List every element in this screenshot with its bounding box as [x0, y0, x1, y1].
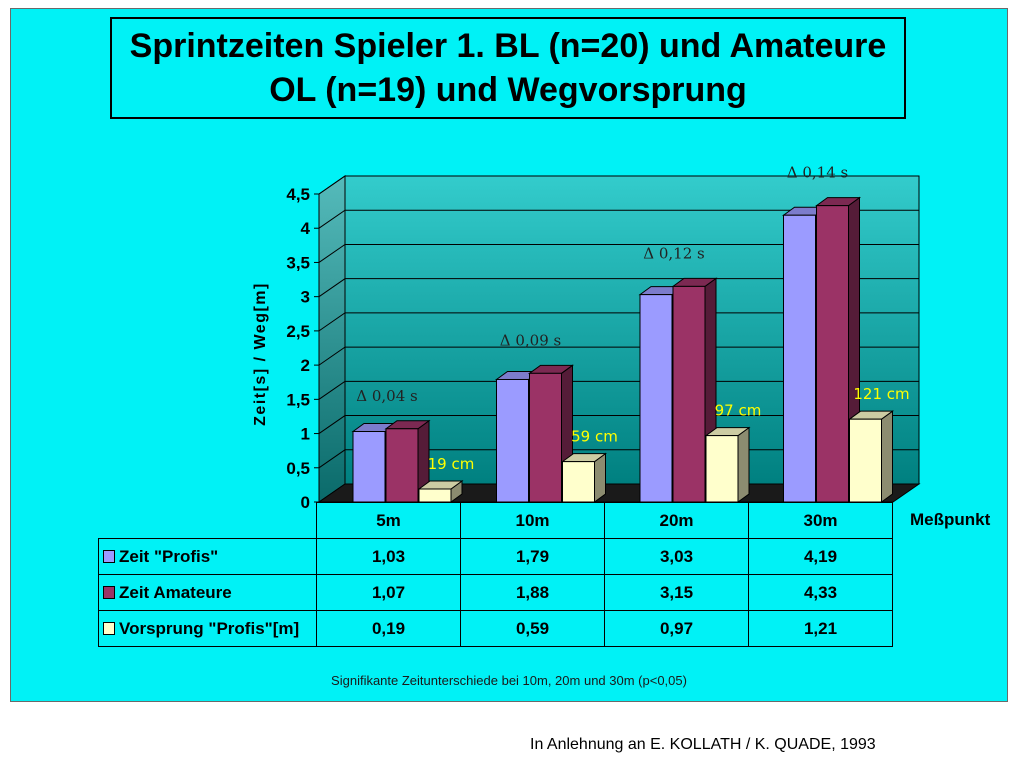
table-row-profis: Zeit "Profis" 1,03 1,79 3,03 4,19: [98, 538, 893, 575]
table-header-20m: 20m: [604, 502, 749, 539]
lead-label: 59 cm: [571, 428, 618, 446]
legend-swatch-vorsprung: [103, 621, 115, 635]
side-wall: [318, 175, 346, 503]
table-cell: 4,19: [748, 538, 893, 575]
table-cell: 0,59: [460, 610, 605, 647]
y-tick-label: 3,5: [286, 253, 310, 272]
bar-chart: 0 0,5 1 1,5 2 2,5 3 3,5 4 4,5 Zeit[s] / Weg[m] Δ 0,…: [252, 164, 921, 512]
source-citation: In Anlehnung an E. KOLLATH / K. QUADE, 1…: [530, 736, 876, 753]
data-table: 5m 10m 20m 30m Zeit "Profis" 1,03 1,79 3…: [98, 502, 893, 647]
table-header-30m: 30m: [748, 502, 893, 539]
y-tick-label: 1: [301, 425, 310, 444]
bar: [816, 205, 849, 503]
gridline: [318, 312, 919, 332]
bar: [562, 461, 595, 503]
table-row-amateure: Zeit Amateure 1,07 1,88 3,15 4,33: [98, 574, 893, 611]
gridline: [318, 346, 919, 366]
table-cell: 1,88: [460, 574, 605, 611]
bar-side: [881, 410, 893, 503]
y-tick-label: 0: [301, 493, 310, 512]
table-cell: 4,33: [748, 574, 893, 611]
table-corner-cell: [99, 503, 317, 539]
y-tick-label: 1,5: [286, 390, 310, 409]
y-tick-label: 4,5: [286, 185, 310, 204]
legend-entry-vorsprung: Vorsprung "Profis"[m]: [98, 610, 317, 647]
table-cell: 1,79: [460, 538, 605, 575]
table-cell: 3,03: [604, 538, 749, 575]
bar: [496, 378, 529, 503]
y-tick-label: 4: [301, 219, 311, 238]
table-cell: 1,21: [748, 610, 893, 647]
bar-side: [737, 426, 750, 503]
gridline: [318, 415, 919, 434]
chart-panel: Sprintzeiten Spieler 1. BL (n=20) und Am…: [10, 8, 1008, 702]
bar: [639, 294, 673, 503]
gridline: [318, 380, 919, 400]
lead-label: 19 cm: [428, 455, 475, 473]
chart-title-line-1: Sprintzeiten Spieler 1. BL (n=20) und Am…: [129, 27, 887, 65]
delta-label: Δ 0,14 s: [787, 164, 848, 182]
bar: [385, 428, 419, 503]
legend-swatch-amateure: [103, 585, 115, 599]
table-header-10m: 10m: [460, 502, 605, 539]
y-tick-label: 0,5: [286, 459, 310, 478]
footnote: Signifikante Zeitunterschiede bei 10m, 2…: [331, 673, 687, 688]
table-row-vorsprung: Vorsprung "Profis"[m] 0,19 0,59 0,97 1,2…: [98, 610, 893, 647]
y-tick-label: 2: [301, 356, 310, 375]
delta-label: Δ 0,12 s: [643, 244, 704, 262]
legend-label-profis: Zeit "Profis": [119, 546, 219, 566]
x-axis-title: Meßpunkt: [910, 510, 991, 529]
legend-label-amateure: Zeit Amateure: [119, 582, 232, 602]
delta-label: Δ 0,04 s: [356, 387, 417, 405]
chart-title-line-2: OL (n=19) und Wegvorsprung: [269, 71, 747, 109]
y-tick-label: 3: [301, 288, 310, 307]
table-cell: 1,07: [316, 574, 461, 611]
table-cell: 1,03: [316, 538, 461, 575]
bar: [672, 285, 706, 503]
bar: [783, 214, 816, 503]
legend-entry-profis: Zeit "Profis": [98, 538, 317, 575]
bar: [418, 488, 452, 503]
lead-label: 121 cm: [853, 385, 909, 403]
gridline: [318, 243, 919, 263]
table-header-5m: 5m: [316, 502, 461, 539]
bar: [352, 431, 386, 503]
bar: [529, 372, 562, 503]
legend-label-vorsprung: Vorsprung "Profis"[m]: [119, 618, 300, 638]
delta-label: Δ 0,09 s: [500, 331, 561, 349]
bar: [705, 435, 739, 503]
gridline: [318, 278, 919, 298]
table-cell: 3,15: [604, 574, 749, 611]
table-cell: 0,19: [316, 610, 461, 647]
table-cell: 0,97: [604, 610, 749, 647]
bar: [849, 418, 882, 503]
chart-title: Sprintzeiten Spieler 1. BL (n=20) und Am…: [110, 17, 906, 119]
y-tick-label: 2,5: [286, 322, 310, 341]
gridline: [318, 175, 919, 195]
gridline: [318, 209, 919, 229]
y-axis-title: Zeit[s] / Weg[m]: [252, 282, 269, 426]
lead-label: 97 cm: [715, 402, 762, 420]
legend-swatch-profis: [103, 549, 115, 563]
legend-entry-amateure: Zeit Amateure: [98, 574, 317, 611]
table-header-row: 5m 10m 20m 30m: [99, 502, 893, 539]
